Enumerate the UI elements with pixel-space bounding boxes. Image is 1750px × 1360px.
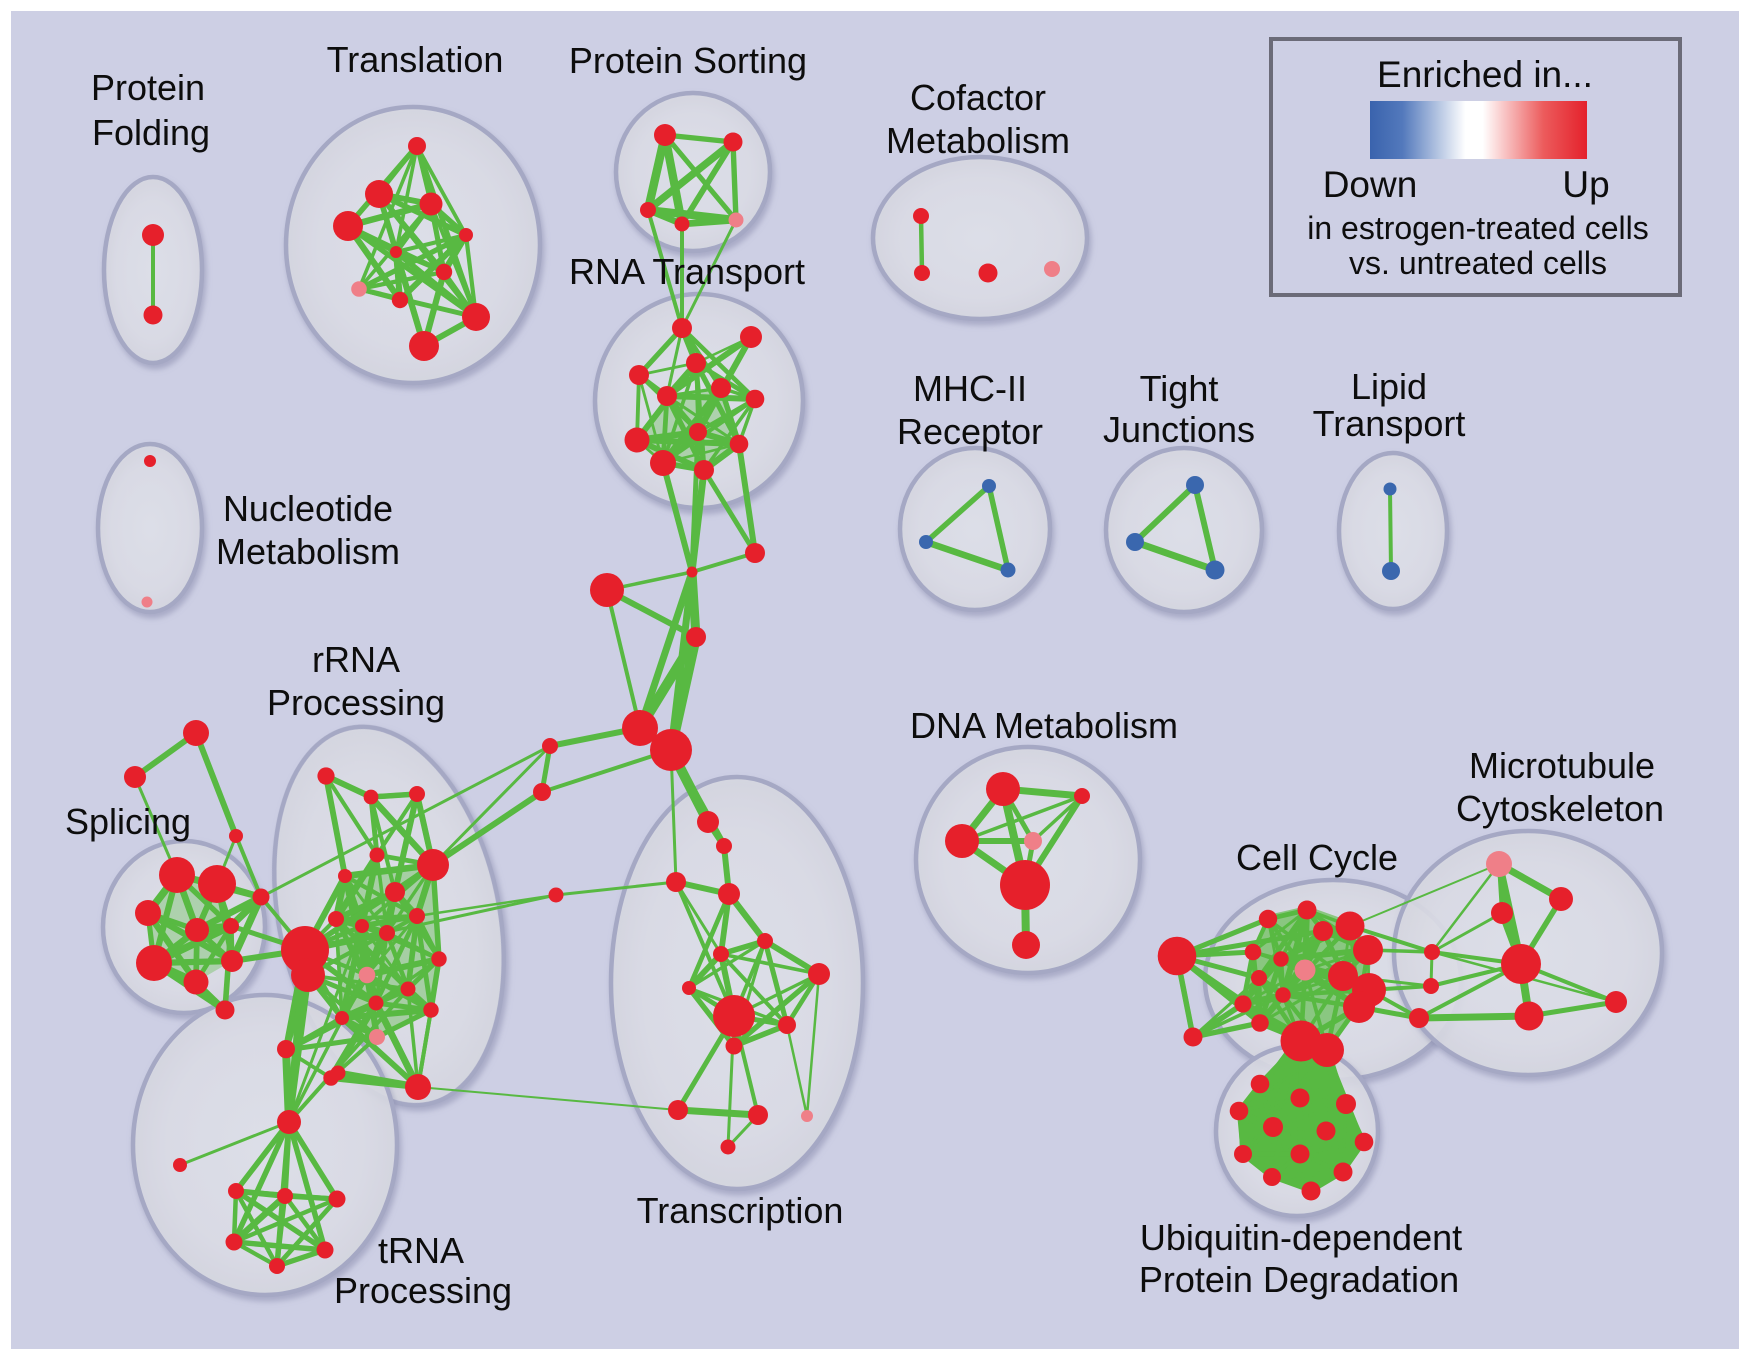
svg-text:Protein Sorting: Protein Sorting bbox=[569, 40, 807, 81]
svg-text:Transport: Transport bbox=[1313, 403, 1466, 444]
svg-text:Tight: Tight bbox=[1140, 368, 1219, 409]
svg-text:MHC-II: MHC-II bbox=[913, 368, 1027, 409]
svg-text:Folding: Folding bbox=[92, 112, 210, 153]
svg-text:Metabolism: Metabolism bbox=[216, 531, 400, 572]
svg-text:Nucleotide: Nucleotide bbox=[223, 488, 393, 529]
svg-text:Translation: Translation bbox=[327, 39, 504, 80]
svg-text:RNA Transport: RNA Transport bbox=[569, 251, 805, 292]
svg-text:Down: Down bbox=[1323, 164, 1418, 205]
svg-text:Receptor: Receptor bbox=[897, 411, 1043, 452]
svg-text:Cell Cycle: Cell Cycle bbox=[1236, 837, 1398, 878]
svg-text:Enriched in...: Enriched in... bbox=[1377, 54, 1593, 95]
svg-text:DNA Metabolism: DNA Metabolism bbox=[910, 705, 1178, 746]
svg-text:Junctions: Junctions bbox=[1103, 409, 1255, 450]
svg-text:Microtubule: Microtubule bbox=[1469, 745, 1655, 786]
svg-text:Processing: Processing bbox=[334, 1270, 512, 1311]
svg-text:in estrogen-treated cells: in estrogen-treated cells bbox=[1307, 210, 1649, 246]
svg-text:Transcription: Transcription bbox=[637, 1190, 844, 1231]
svg-text:Cofactor: Cofactor bbox=[910, 77, 1046, 118]
svg-text:tRNA: tRNA bbox=[378, 1230, 464, 1271]
svg-text:Splicing: Splicing bbox=[65, 801, 191, 842]
svg-text:rRNA: rRNA bbox=[312, 639, 400, 680]
svg-text:Ubiquitin-dependent: Ubiquitin-dependent bbox=[1140, 1217, 1462, 1258]
svg-text:Cytoskeleton: Cytoskeleton bbox=[1456, 788, 1664, 829]
svg-text:vs. untreated cells: vs. untreated cells bbox=[1349, 245, 1607, 281]
svg-text:Up: Up bbox=[1562, 164, 1609, 205]
svg-text:Lipid: Lipid bbox=[1351, 366, 1427, 407]
svg-text:Processing: Processing bbox=[267, 682, 445, 723]
svg-text:Metabolism: Metabolism bbox=[886, 120, 1070, 161]
svg-text:Protein Degradation: Protein Degradation bbox=[1139, 1259, 1459, 1300]
svg-text:Protein: Protein bbox=[91, 67, 205, 108]
